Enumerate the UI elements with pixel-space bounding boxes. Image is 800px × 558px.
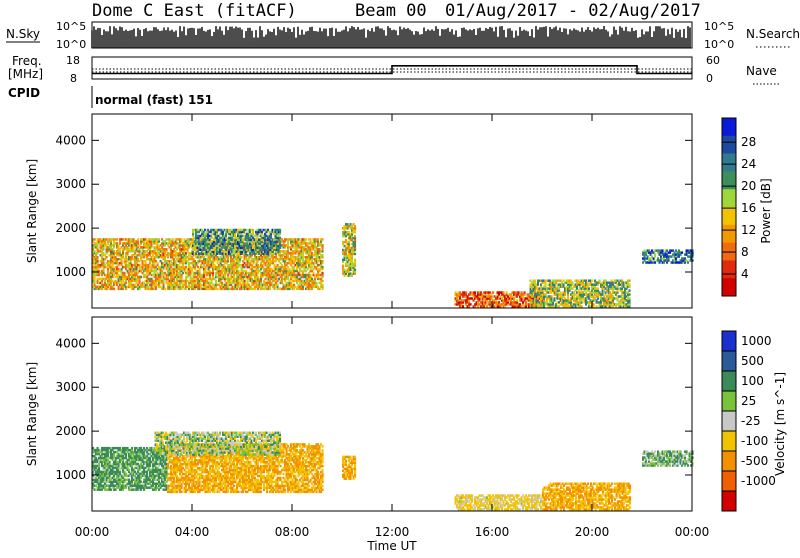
data-cell [551, 295, 553, 297]
data-cell [244, 280, 246, 282]
data-cell [354, 235, 356, 237]
data-cell [313, 272, 315, 274]
data-cell [629, 279, 631, 281]
data-cell [245, 229, 247, 231]
nsky-lo-tick: 10^0 [56, 38, 86, 51]
data-cell [662, 249, 664, 251]
data-cell [322, 284, 324, 286]
data-cell [593, 303, 595, 305]
nsearch-label: N.Search [746, 27, 800, 41]
data-cell [654, 253, 656, 255]
data-cell [588, 287, 590, 289]
data-cell [354, 253, 356, 255]
figure-title: Dome C East (fitACF) [92, 1, 297, 21]
data-cell [629, 283, 631, 285]
data-cell [322, 254, 324, 256]
data-cell [158, 238, 160, 240]
data-cell [506, 291, 508, 293]
data-cell [215, 280, 217, 282]
data-cell [277, 284, 279, 286]
data-cell [316, 282, 318, 284]
freq-unit-label: [MHz] [8, 67, 43, 81]
data-cell [599, 279, 601, 281]
data-cell [181, 238, 183, 240]
data-cell [462, 305, 464, 307]
nsearch-lo-tick: 10^0 [704, 38, 734, 51]
data-cell [310, 274, 312, 276]
data-cell [322, 260, 324, 262]
power-heatmap [92, 223, 694, 308]
cpid-label: CPID [8, 86, 40, 100]
data-cell [322, 266, 324, 268]
date-range: 01/Aug/2017 - 02/Aug/2017 [445, 1, 701, 21]
data-cell [157, 262, 159, 264]
data-cell [322, 238, 324, 240]
data-cell [279, 229, 281, 231]
data-cell [237, 252, 239, 254]
data-cell [195, 252, 197, 254]
data-cell [342, 265, 344, 267]
data-cell [354, 225, 356, 227]
data-cell [534, 279, 536, 281]
data-cell [322, 244, 324, 246]
data-cell [474, 291, 476, 293]
nave-lo-tick: 0 [706, 72, 713, 85]
data-cell [258, 252, 260, 254]
data-cell [524, 291, 526, 293]
data-cell [597, 287, 599, 289]
nsearch-hi-tick: 10^5 [704, 20, 734, 33]
data-cell [310, 238, 312, 240]
data-cell [217, 288, 219, 290]
beam-label: Beam 00 [355, 1, 427, 21]
data-cell [629, 293, 631, 295]
data-cell [470, 303, 472, 305]
freq-hi-tick: 18 [66, 54, 80, 67]
data-cell [503, 291, 505, 293]
nsky-label: N.Sky [6, 27, 40, 41]
data-cell [465, 291, 467, 293]
data-cell [581, 305, 583, 307]
data-cell [137, 238, 139, 240]
nsky-hi-tick: 10^5 [56, 20, 86, 33]
data-cell [140, 276, 142, 278]
data-cell [242, 239, 244, 241]
data-cell [492, 291, 494, 293]
data-cell [97, 256, 99, 258]
data-cell [94, 238, 96, 240]
data-cell [354, 259, 356, 261]
data-cell [252, 229, 254, 231]
data-cell [279, 243, 281, 245]
nave-label: Nave [746, 64, 777, 78]
freq-trace [92, 66, 692, 74]
data-cell [572, 281, 574, 283]
data-cell [322, 272, 324, 274]
data-cell [516, 299, 518, 301]
data-cell [317, 238, 319, 240]
cpid-value: normal (fast) 151 [95, 93, 213, 107]
data-cell [124, 272, 126, 274]
data-cell [279, 252, 281, 254]
data-cell [241, 256, 243, 258]
data-cell [322, 280, 324, 282]
data-cell [164, 288, 166, 290]
data-cell [242, 235, 244, 237]
data-cell [298, 238, 300, 240]
data-cell [279, 237, 281, 239]
data-cell [629, 289, 631, 291]
data-cell [354, 269, 356, 271]
data-cell [166, 248, 168, 250]
nave-hi-tick: 60 [706, 54, 720, 67]
data-cell [596, 305, 598, 307]
data-cell [629, 297, 631, 299]
data-cell [305, 238, 307, 240]
data-cell [113, 288, 115, 290]
data-cell [116, 238, 118, 240]
data-cell [106, 256, 108, 258]
data-cell [172, 238, 174, 240]
data-cell [591, 279, 593, 281]
freq-lo-tick: 8 [70, 72, 77, 85]
freq-label: Freq. [12, 54, 42, 68]
nsky-trace [92, 26, 690, 48]
